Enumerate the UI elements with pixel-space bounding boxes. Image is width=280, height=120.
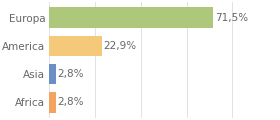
Text: 71,5%: 71,5% [214, 12, 248, 23]
Text: 2,8%: 2,8% [58, 97, 84, 108]
Bar [49, 36, 102, 56]
Text: 2,8%: 2,8% [58, 69, 84, 79]
Bar [49, 92, 56, 113]
Bar [49, 64, 56, 84]
Text: 22,9%: 22,9% [104, 41, 137, 51]
Bar [49, 7, 213, 28]
